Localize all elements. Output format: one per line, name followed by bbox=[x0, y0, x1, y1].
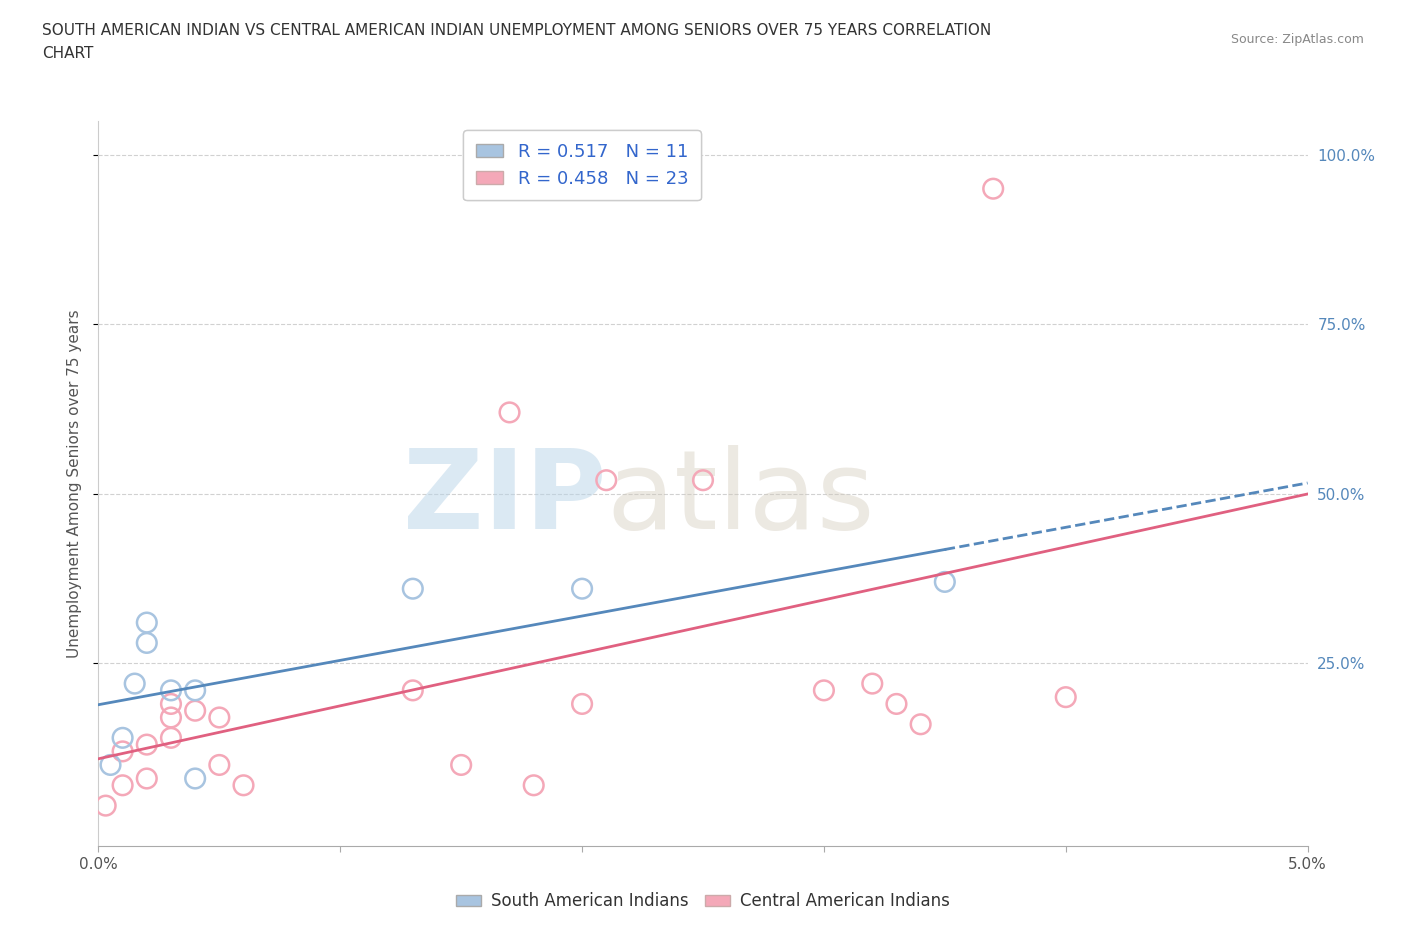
Point bbox=[523, 777, 546, 792]
Point bbox=[450, 758, 472, 773]
Point bbox=[208, 758, 231, 773]
Point bbox=[934, 575, 956, 590]
Point bbox=[571, 697, 593, 711]
Point bbox=[571, 581, 593, 596]
Point bbox=[94, 798, 117, 813]
Point bbox=[184, 683, 207, 698]
Text: Source: ZipAtlas.com: Source: ZipAtlas.com bbox=[1230, 33, 1364, 46]
Point bbox=[160, 683, 183, 698]
Point bbox=[135, 737, 157, 752]
Point bbox=[160, 697, 183, 711]
Point bbox=[860, 676, 883, 691]
Text: ZIP: ZIP bbox=[404, 445, 606, 551]
Point bbox=[208, 710, 231, 724]
Point bbox=[402, 581, 425, 596]
Point bbox=[402, 683, 425, 698]
Point bbox=[160, 730, 183, 745]
Point bbox=[692, 472, 714, 487]
Point bbox=[595, 472, 617, 487]
Point bbox=[111, 777, 134, 792]
Text: CHART: CHART bbox=[42, 46, 94, 61]
Legend: R = 0.517   N = 11, R = 0.458   N = 23: R = 0.517 N = 11, R = 0.458 N = 23 bbox=[464, 130, 700, 200]
Point bbox=[981, 181, 1004, 196]
Point bbox=[1054, 690, 1077, 705]
Point bbox=[184, 771, 207, 786]
Point bbox=[910, 717, 932, 732]
Point bbox=[498, 405, 520, 419]
Text: SOUTH AMERICAN INDIAN VS CENTRAL AMERICAN INDIAN UNEMPLOYMENT AMONG SENIORS OVER: SOUTH AMERICAN INDIAN VS CENTRAL AMERICA… bbox=[42, 23, 991, 38]
Point bbox=[111, 730, 134, 745]
Point bbox=[232, 777, 254, 792]
Point bbox=[160, 710, 183, 724]
Legend: South American Indians, Central American Indians: South American Indians, Central American… bbox=[450, 885, 956, 917]
Text: atlas: atlas bbox=[606, 445, 875, 551]
Point bbox=[184, 703, 207, 718]
Point bbox=[135, 635, 157, 650]
Point bbox=[124, 676, 146, 691]
Y-axis label: Unemployment Among Seniors over 75 years: Unemployment Among Seniors over 75 years bbox=[67, 310, 83, 658]
Point bbox=[813, 683, 835, 698]
Point bbox=[135, 771, 157, 786]
Point bbox=[100, 758, 122, 773]
Point bbox=[111, 744, 134, 759]
Point bbox=[886, 697, 908, 711]
Point bbox=[135, 615, 157, 630]
